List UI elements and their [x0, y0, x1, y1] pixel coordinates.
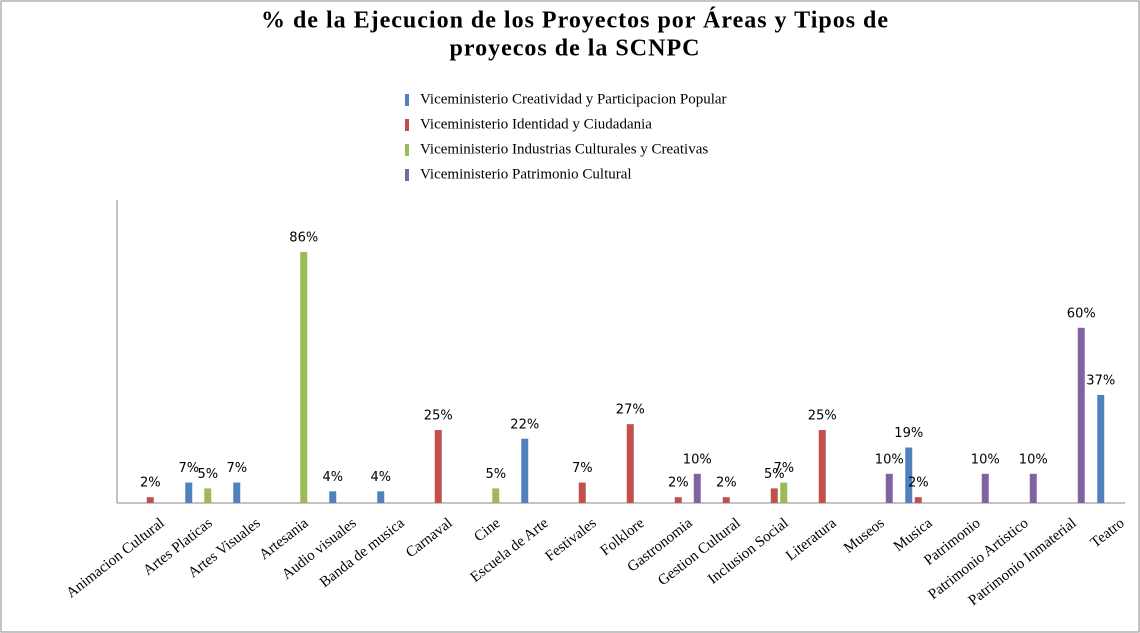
- legend-label: Viceministerio Patrimonio Cultural: [420, 166, 632, 182]
- data-label: 60%: [1067, 306, 1096, 321]
- data-label: 5%: [197, 467, 218, 482]
- legend-label: Viceministerio Creatividad y Participaci…: [420, 91, 727, 107]
- bar: [377, 491, 385, 503]
- data-label: 2%: [716, 476, 737, 491]
- data-label: 10%: [875, 452, 904, 467]
- bar: [674, 497, 682, 503]
- data-label: 27%: [616, 403, 645, 418]
- data-label: 2%: [140, 476, 161, 491]
- data-label: 7%: [773, 461, 794, 476]
- bar: [905, 447, 913, 503]
- bar: [204, 488, 212, 503]
- x-tick-label: Literatura: [783, 515, 840, 564]
- data-label: 5%: [485, 467, 506, 482]
- data-label: 4%: [370, 470, 391, 485]
- bar: [492, 488, 500, 503]
- bar: [780, 482, 788, 503]
- bar: [521, 438, 529, 503]
- x-tick-label: Inclusion Social: [705, 515, 791, 587]
- legend-label: Viceministerio Industrias Culturales y C…: [420, 141, 708, 157]
- bar: [146, 497, 154, 503]
- bar: [885, 473, 893, 503]
- data-label: 22%: [510, 417, 539, 432]
- bar: [300, 251, 308, 503]
- data-label: 5%: [764, 467, 785, 482]
- x-tick-label: Teatro: [1088, 515, 1128, 551]
- data-label: 10%: [683, 452, 712, 467]
- bar: [329, 491, 337, 503]
- x-tick-label: Museos: [841, 515, 888, 556]
- data-label: 7%: [178, 461, 199, 476]
- bar: [233, 482, 241, 503]
- legend-swatch: [405, 144, 409, 156]
- x-tick-label: Festivales: [542, 515, 599, 565]
- chart-title: % de la Ejecucion de los Proyectos por Á…: [261, 8, 889, 34]
- data-label: 37%: [1086, 373, 1115, 388]
- data-label: 86%: [289, 230, 318, 245]
- bar: [770, 488, 778, 503]
- bar: [722, 497, 730, 503]
- bar: [185, 482, 193, 503]
- chart-title: proyecos de la SCNPC: [450, 36, 701, 62]
- bar: [1097, 394, 1105, 503]
- bar: [1077, 327, 1085, 503]
- bar: [693, 473, 701, 503]
- data-label: 19%: [894, 426, 923, 441]
- data-label: 7%: [572, 461, 593, 476]
- x-tick-label: Carnaval: [403, 515, 456, 561]
- bar: [914, 497, 922, 503]
- legend-swatch: [405, 94, 409, 106]
- data-label: 2%: [668, 476, 689, 491]
- data-label: 7%: [226, 461, 247, 476]
- bar: [818, 430, 826, 503]
- data-label: 10%: [971, 452, 1000, 467]
- x-tick-label: Gestion Cultural: [655, 515, 743, 589]
- data-label: 4%: [322, 470, 343, 485]
- data-label: 25%: [808, 409, 837, 424]
- legend-swatch: [405, 169, 409, 181]
- data-label: 25%: [424, 409, 453, 424]
- legend-swatch: [405, 119, 409, 131]
- data-label: 10%: [1019, 452, 1048, 467]
- x-tick-label: Banda de musica: [317, 515, 408, 591]
- bar: [578, 482, 586, 503]
- bar: [981, 473, 989, 503]
- data-label: 2%: [908, 476, 929, 491]
- legend-label: Viceministerio Identidad y Ciudadania: [420, 116, 652, 132]
- bar: [1029, 473, 1037, 503]
- x-tick-label: Cine: [471, 515, 503, 545]
- bar: [626, 424, 634, 503]
- bar: [434, 430, 442, 503]
